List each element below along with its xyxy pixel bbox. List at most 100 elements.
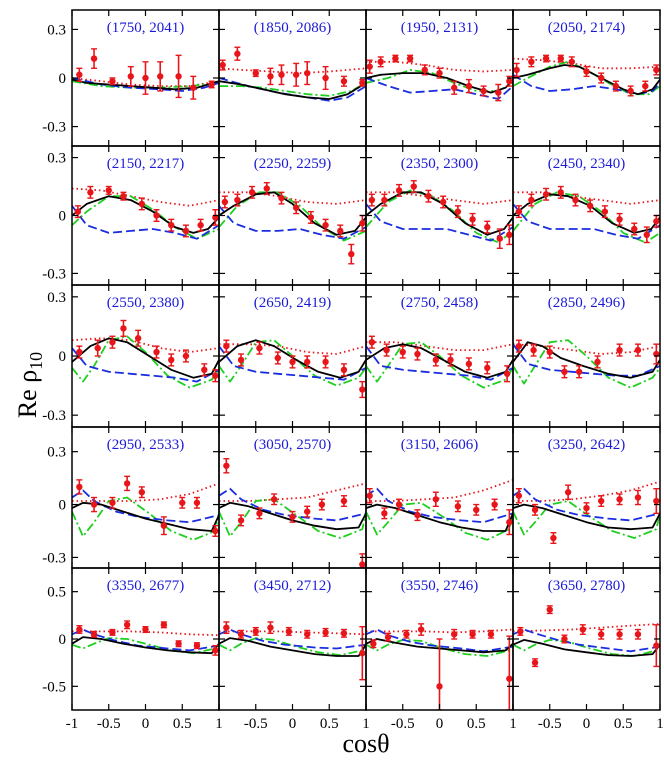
data-point [583, 68, 590, 75]
panel-label: (2450, 2340) [548, 156, 626, 172]
data-point [616, 496, 623, 503]
data-point [513, 66, 520, 74]
x-tick-label: 1 [509, 716, 517, 732]
data-point [157, 73, 164, 80]
data-point [421, 66, 428, 74]
curve-dashed [366, 203, 513, 242]
data-point [123, 480, 131, 487]
data-point [572, 196, 579, 204]
data-point [76, 483, 83, 491]
panel-19: (3550, 2746) [365, 567, 514, 711]
data-point [473, 506, 480, 514]
data-point [531, 506, 539, 514]
curve-dashed [513, 487, 660, 522]
data-point [109, 78, 116, 85]
x-tick-label: -0.5 [391, 716, 415, 732]
data-point [612, 82, 620, 90]
data-point [469, 631, 476, 638]
curve-solid [219, 339, 366, 379]
data-point [381, 510, 388, 517]
data-point [465, 82, 473, 90]
y-tick-label: -0.5 [42, 679, 66, 695]
data-point [105, 187, 112, 194]
data-point [322, 221, 329, 229]
data-point [142, 74, 149, 82]
data-point [292, 71, 300, 78]
curve-dashed [366, 345, 513, 381]
data-point [634, 631, 642, 638]
panel-plot-area [513, 480, 660, 545]
curve-solid [72, 501, 219, 532]
y-tick-label: -0.3 [42, 266, 66, 282]
curve-dotted [366, 479, 513, 502]
data-point [90, 631, 98, 638]
panel-plot-area [72, 620, 219, 656]
data-point [384, 633, 392, 641]
data-point [465, 360, 473, 368]
x-tick-label: -0.5 [244, 716, 268, 732]
panel-plot-area [513, 185, 660, 244]
data-point [517, 628, 524, 635]
data-point [528, 58, 535, 66]
panel-plot-area [366, 335, 513, 389]
x-tick-label: 0 [436, 716, 444, 732]
curve-dash-dot [513, 500, 660, 539]
data-point [406, 55, 414, 62]
curve-solid [219, 191, 366, 236]
data-point [366, 63, 373, 70]
data-point [643, 231, 650, 239]
panel-plot-area [366, 623, 513, 710]
panel-plot-area [219, 339, 366, 399]
panel-plot-area [513, 54, 660, 97]
panel-label: (2750, 2458) [401, 295, 479, 311]
x-tick-label: 0 [289, 716, 297, 732]
data-point [451, 84, 458, 91]
data-point [557, 189, 564, 196]
data-point [153, 212, 160, 219]
data-point [304, 631, 311, 638]
data-point [436, 683, 443, 690]
data-point [439, 198, 447, 206]
data-point [263, 185, 270, 192]
panel-10: (2650, 2419) [218, 284, 367, 428]
data-point [484, 364, 491, 372]
panel-label: (2950, 2533) [107, 437, 185, 453]
data-point [557, 55, 564, 62]
x-tick-label: -1 [66, 716, 79, 732]
data-point [568, 58, 575, 66]
y-axis-label: Re ρ10 [13, 352, 46, 418]
panel-label: (3050, 2570) [254, 437, 332, 453]
panel-2: (1850, 2086) [218, 9, 367, 147]
panel-label: (3350, 2677) [107, 578, 185, 594]
data-point [197, 221, 204, 229]
data-point [223, 624, 230, 631]
data-point [168, 356, 175, 364]
data-point [515, 342, 523, 350]
x-tick-label: 1 [362, 716, 370, 732]
data-point [368, 338, 376, 346]
data-point [304, 358, 311, 366]
curve-solid [366, 72, 513, 94]
panel-plot-area [366, 180, 513, 250]
data-point [90, 501, 98, 508]
data-point [653, 642, 660, 649]
data-point [267, 624, 274, 631]
data-point [193, 642, 201, 649]
data-point [634, 494, 642, 501]
curve-dashed [72, 628, 219, 652]
data-point [175, 640, 182, 647]
data-point [601, 208, 609, 215]
data-point [399, 348, 406, 356]
data-point [506, 78, 513, 85]
y-tick-label: 0 [59, 349, 67, 365]
panel-label: (1950, 2131) [401, 20, 479, 36]
panels-layer: (1750, 2041) (1850, 2086) (1950, 2131) (205… [71, 9, 661, 711]
data-point [616, 346, 623, 354]
y-tick-label: 0.5 [47, 585, 66, 601]
data-point [322, 358, 329, 366]
data-point [410, 183, 417, 190]
data-point [109, 629, 116, 636]
panel-label: (2150, 2217) [107, 156, 185, 172]
data-point [337, 227, 344, 235]
